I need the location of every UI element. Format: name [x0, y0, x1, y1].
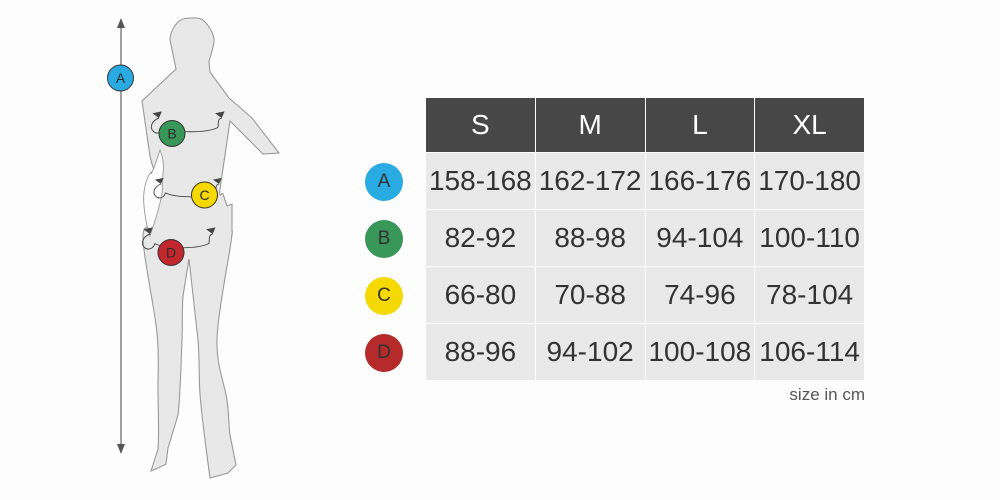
svg-text:D: D: [166, 245, 176, 261]
svg-text:C: C: [199, 187, 209, 203]
svg-text:B: B: [167, 126, 176, 142]
svg-text:A: A: [116, 70, 126, 86]
